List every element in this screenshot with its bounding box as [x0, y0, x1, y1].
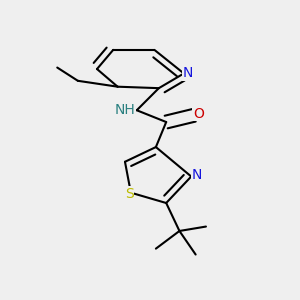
Text: N: N [191, 168, 202, 182]
Text: NH: NH [115, 103, 135, 117]
Text: N: N [183, 66, 194, 80]
Text: O: O [193, 107, 204, 121]
Text: S: S [125, 187, 134, 201]
